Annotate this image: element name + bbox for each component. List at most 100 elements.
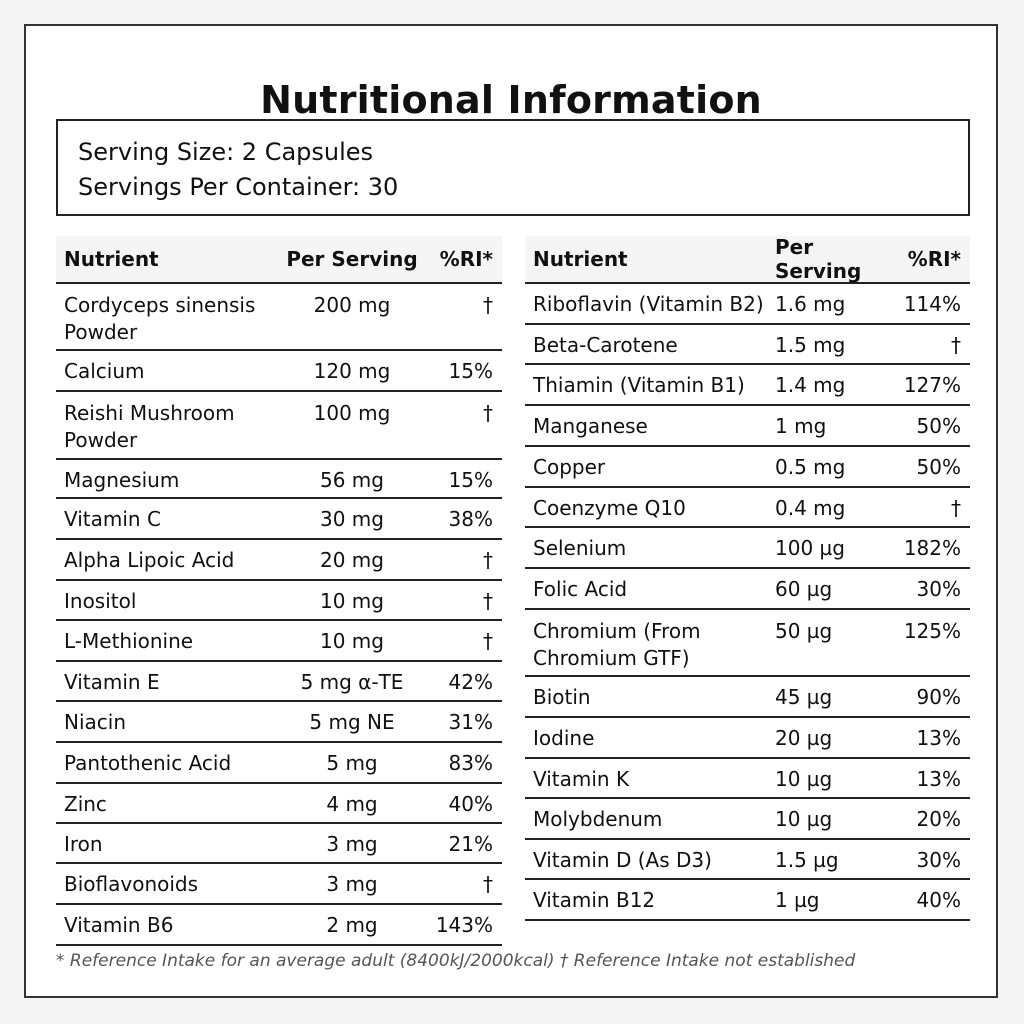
nutrient-name: Vitamin B6	[64, 913, 174, 937]
nutrient-table-left: Nutrient Per Serving %RI* Cordyceps sine…	[56, 236, 502, 946]
nutrient-name: Thiamin (Vitamin B1)	[533, 373, 745, 397]
table-body: Riboflavin (Vitamin B2) 1.6 mg 114% Beta-Ca…	[525, 284, 970, 921]
nutrient-name: Magnesium	[64, 468, 180, 492]
per-serving-amount: 1 mg	[775, 414, 827, 438]
table-row: Chromium (From Chromium GTF) 50 µg 125%	[525, 610, 970, 677]
per-serving-amount: 1.4 mg	[775, 373, 846, 397]
nutrient-name: Biotin	[533, 685, 591, 709]
per-serving-amount: 1.5 µg	[775, 848, 839, 872]
ri-percent: 13%	[916, 726, 961, 750]
header-ri: %RI*	[907, 247, 961, 271]
per-serving-amount: 30 mg	[320, 507, 384, 531]
ri-percent: 21%	[448, 832, 493, 856]
per-serving-amount: 10 µg	[775, 767, 833, 791]
per-serving-amount: 120 mg	[313, 359, 391, 383]
nutrient-name: Molybdenum	[533, 807, 663, 831]
per-serving-amount: 100 µg	[775, 536, 845, 560]
ri-percent: †	[483, 872, 493, 896]
table-row: Vitamin B6 2 mg 143%	[56, 905, 502, 946]
per-serving-amount: 60 µg	[775, 577, 833, 601]
ri-percent: 38%	[448, 507, 493, 531]
per-serving-amount: 5 mg α-TE	[300, 670, 404, 694]
table-row: Niacin 5 mg NE 31%	[56, 702, 502, 743]
ri-percent: †	[483, 589, 493, 613]
header-per-serving: Per Serving	[775, 235, 862, 283]
nutrient-name: Beta-Carotene	[533, 333, 678, 357]
nutrient-name: Inositol	[64, 589, 137, 613]
table-row: Vitamin B12 1 µg 40%	[525, 880, 970, 921]
table-row: Iodine 20 µg 13%	[525, 718, 970, 759]
per-serving-amount: 200 mg	[313, 293, 391, 317]
ri-percent: †	[951, 496, 961, 520]
nutrition-panel: Nutritional Information Serving Size: 2 …	[24, 24, 998, 998]
per-serving-amount: 10 µg	[775, 807, 833, 831]
table-row: Zinc 4 mg 40%	[56, 784, 502, 824]
table-row: Bioflavonoids 3 mg †	[56, 864, 502, 905]
per-serving-amount: 1.6 mg	[775, 292, 846, 316]
ri-percent: 127%	[903, 373, 961, 397]
ri-percent: 30%	[916, 848, 961, 872]
header-nutrient: Nutrient	[64, 247, 159, 271]
table-row: Biotin 45 µg 90%	[525, 677, 970, 718]
nutrient-name: Iron	[64, 832, 103, 856]
nutrient-name: Riboflavin (Vitamin B2)	[533, 292, 764, 316]
ri-percent: †	[483, 401, 493, 425]
ri-percent: 143%	[435, 913, 493, 937]
ri-percent: 114%	[903, 292, 961, 316]
table-row: Iron 3 mg 21%	[56, 824, 502, 864]
ri-percent: †	[483, 548, 493, 572]
table-row: Alpha Lipoic Acid 20 mg †	[56, 540, 502, 581]
ri-percent: 125%	[903, 619, 961, 643]
header-per-serving: Per Serving	[286, 247, 418, 271]
nutrient-name: Bioflavonoids	[64, 872, 199, 896]
ri-percent: †	[483, 629, 493, 653]
ri-percent: †	[951, 333, 961, 357]
table-row: Copper 0.5 mg 50%	[525, 447, 970, 488]
nutrient-name: Zinc	[64, 792, 107, 816]
table-row: Inositol 10 mg †	[56, 581, 502, 621]
ri-percent: 15%	[448, 359, 493, 383]
table-row: Vitamin C 30 mg 38%	[56, 499, 502, 540]
serving-size: Serving Size: 2 Capsules	[78, 138, 374, 166]
table-row: Vitamin D (As D3) 1.5 µg 30%	[525, 840, 970, 880]
nutrient-name: Vitamin B12	[533, 888, 656, 912]
nutrient-name: L-Methionine	[64, 629, 194, 653]
nutrient-name: Niacin	[64, 710, 127, 734]
table-header: Nutrient Per Serving %RI*	[525, 235, 970, 284]
nutrient-name: Cordyceps sinensis Powder	[64, 293, 256, 344]
ri-percent: 13%	[916, 767, 961, 791]
nutrient-name: Vitamin D (As D3)	[533, 848, 712, 872]
per-serving-amount: 20 mg	[320, 548, 384, 572]
per-serving-amount: 10 mg	[320, 589, 384, 613]
per-serving-amount: 3 mg	[326, 832, 378, 856]
table-row: Vitamin E 5 mg α-TE 42%	[56, 662, 502, 702]
ri-percent: 83%	[448, 751, 493, 775]
table-row: Selenium 100 µg 182%	[525, 528, 970, 569]
table-row: Riboflavin (Vitamin B2) 1.6 mg 114%	[525, 284, 970, 325]
ri-percent: †	[483, 293, 493, 317]
header-ri: %RI*	[439, 247, 493, 271]
ri-percent: 42%	[448, 670, 493, 694]
nutrient-name: Folic Acid	[533, 577, 628, 601]
ri-percent: 40%	[916, 888, 961, 912]
per-serving-amount: 2 mg	[326, 913, 378, 937]
per-serving-amount: 56 mg	[320, 468, 384, 492]
per-serving-amount: 45 µg	[775, 685, 833, 709]
per-serving-amount: 20 µg	[775, 726, 833, 750]
nutrient-name: Vitamin C	[64, 507, 161, 531]
ri-percent: 40%	[448, 792, 493, 816]
nutrient-name: Coenzyme Q10	[533, 496, 686, 520]
nutrient-table-right: Nutrient Per Serving %RI* Riboflavin (Vi…	[525, 235, 970, 921]
footnote: * Reference Intake for an average adult …	[56, 951, 856, 971]
ri-percent: 50%	[916, 414, 961, 438]
ri-percent: 30%	[916, 577, 961, 601]
header-nutrient: Nutrient	[533, 247, 628, 271]
per-serving-amount: 100 mg	[313, 401, 391, 425]
table-row: Manganese 1 mg 50%	[525, 406, 970, 447]
per-serving-amount: 50 µg	[775, 619, 833, 643]
nutrient-name: Alpha Lipoic Acid	[64, 548, 235, 572]
page-title: Nutritional Information	[260, 78, 762, 122]
nutrient-name: Copper	[533, 455, 606, 479]
table-body: Cordyceps sinensis Powder 200 mg † Calcium 1…	[56, 284, 502, 946]
per-serving-amount: 5 mg	[326, 751, 378, 775]
